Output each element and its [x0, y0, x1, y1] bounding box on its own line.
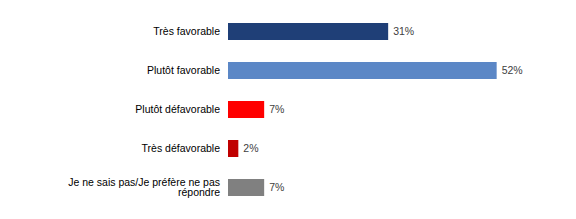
svg-text:Plutôt défavorable: Plutôt défavorable: [135, 103, 220, 115]
svg-text:Très défavorable: Très défavorable: [142, 142, 221, 154]
svg-text:31%: 31%: [393, 25, 414, 37]
svg-text:7%: 7%: [269, 103, 284, 115]
svg-text:Je ne sais pas/Je préfère ne p: Je ne sais pas/Je préfère ne pasrépondre: [68, 176, 220, 199]
svg-text:Très favorable: Très favorable: [153, 25, 220, 37]
svg-text:2%: 2%: [243, 142, 258, 154]
svg-text:7%: 7%: [269, 181, 284, 193]
svg-text:52%: 52%: [502, 64, 523, 76]
svg-text:Plutôt favorable: Plutôt favorable: [147, 64, 220, 76]
